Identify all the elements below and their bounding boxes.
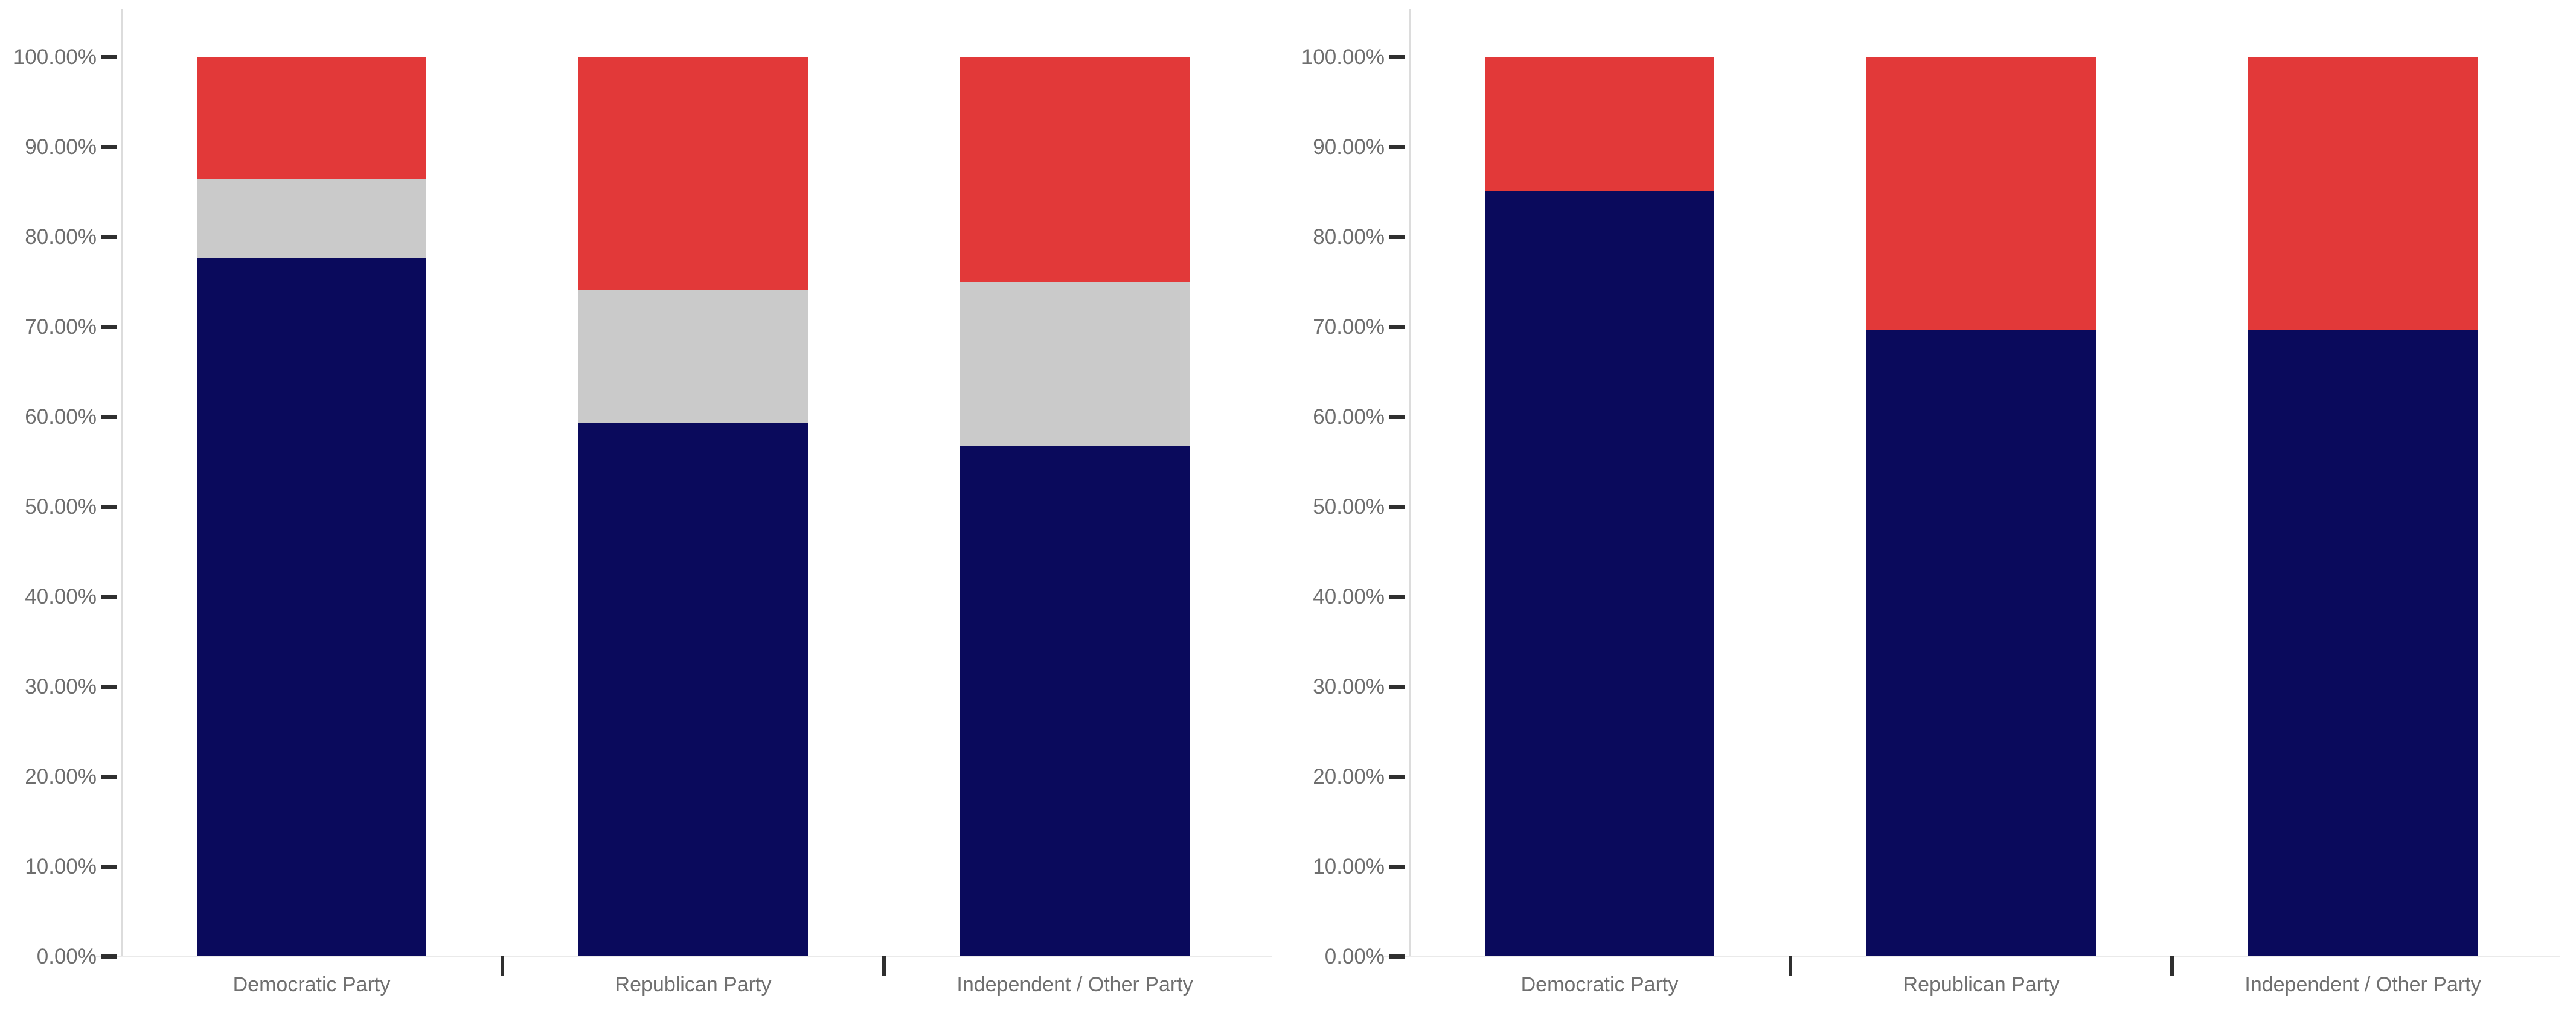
y-axis-tick-mark	[1389, 55, 1405, 59]
y-axis-tick-label: 20.00%	[1313, 765, 1385, 788]
y-axis-tick-label: 30.00%	[25, 675, 97, 698]
y-axis-tick-label: 0.00%	[36, 945, 97, 968]
x-axis-tick-mark	[1789, 956, 1792, 976]
stacked-bar-chart-left: 0.00% 10.00% 20.00% 30.00% 40.00% 50.00% 60.00…	[13, 9, 1272, 996]
red-segment[interactable]	[1485, 57, 1714, 191]
y-axis-tick-mark	[101, 595, 117, 599]
y-axis-tick-label: 60.00%	[25, 405, 97, 429]
y-axis-tick-label: 90.00%	[25, 135, 97, 159]
navy-segment[interactable]	[960, 445, 1190, 956]
y-axis-line	[121, 9, 123, 956]
y-axis-tick-label: 70.00%	[1313, 315, 1385, 339]
stacked-bar-2	[578, 57, 808, 956]
y-axis-tick-label: 100.00%	[1301, 45, 1385, 69]
y-axis-line	[1409, 9, 1411, 956]
y-axis-tick-label: 50.00%	[1313, 495, 1385, 519]
stacked-bar-3	[2248, 57, 2478, 956]
y-axis-tick-mark	[1389, 505, 1405, 509]
x-axis-baseline	[91, 956, 1272, 957]
y-axis-tick-mark	[1389, 325, 1405, 329]
y-axis-tick-mark	[1389, 595, 1405, 599]
x-axis-tick-mark	[882, 956, 886, 976]
y-axis-tick-label: 80.00%	[25, 225, 97, 249]
y-axis-tick-mark	[101, 145, 117, 149]
y-axis-tick-mark	[1389, 775, 1405, 779]
stacked-bar-2	[1866, 57, 2096, 956]
red-segment[interactable]	[960, 57, 1190, 282]
navy-segment[interactable]	[2248, 330, 2478, 956]
red-segment[interactable]	[578, 57, 808, 291]
y-axis-tick-label: 70.00%	[25, 315, 97, 339]
y-axis-tick-mark	[101, 325, 117, 329]
x-axis-baseline	[1379, 956, 2560, 957]
y-axis-tick-label: 10.00%	[25, 855, 97, 878]
gray-segment[interactable]	[578, 290, 808, 423]
category-label: Democratic Party	[1520, 973, 1679, 996]
stacked-bar-3	[960, 57, 1190, 956]
red-segment[interactable]	[197, 57, 426, 179]
navy-segment[interactable]	[1866, 330, 2096, 956]
navy-segment[interactable]	[197, 258, 426, 956]
stacked-bar-1	[197, 57, 426, 956]
y-axis-tick-mark	[1389, 685, 1405, 689]
y-axis-tick-label: 40.00%	[25, 585, 97, 609]
red-segment[interactable]	[1866, 57, 2096, 330]
navy-segment[interactable]	[1485, 191, 1714, 956]
y-axis-tick-label: 40.00%	[1313, 585, 1385, 609]
y-axis-tick-label: 100.00%	[13, 45, 97, 69]
y-axis-tick-mark	[101, 954, 117, 959]
y-axis-tick-mark	[101, 235, 117, 239]
y-axis-tick-label: 20.00%	[25, 765, 97, 788]
y-axis-tick-label: 30.00%	[1313, 675, 1385, 698]
gray-segment[interactable]	[960, 281, 1190, 446]
x-axis-tick-mark	[2170, 956, 2174, 976]
y-axis-tick-mark	[1389, 415, 1405, 419]
y-axis-tick-mark	[101, 505, 117, 509]
red-segment[interactable]	[2248, 57, 2478, 330]
y-axis-tick-mark	[1389, 235, 1405, 239]
y-axis-tick-label: 90.00%	[1313, 135, 1385, 159]
category-label: Independent / Other Party	[956, 973, 1193, 996]
category-label: Independent / Other Party	[2244, 973, 2481, 996]
y-axis-tick-mark	[1389, 145, 1405, 149]
category-label: Republican Party	[615, 973, 772, 996]
y-axis-tick-label: 80.00%	[1313, 225, 1385, 249]
y-axis-tick-mark	[101, 775, 117, 779]
category-label: Democratic Party	[232, 973, 391, 996]
y-axis-tick-mark	[101, 685, 117, 689]
gray-segment[interactable]	[197, 179, 426, 258]
y-axis-tick-label: 60.00%	[1313, 405, 1385, 429]
stacked-bar-chart-right: 0.00% 10.00% 20.00% 30.00% 40.00% 50.00% 60.00…	[1288, 0, 2576, 1010]
y-axis-tick-mark	[101, 415, 117, 419]
y-axis-tick-label: 50.00%	[25, 495, 97, 519]
navy-segment[interactable]	[578, 423, 808, 956]
y-axis-tick-mark	[1389, 954, 1405, 959]
category-label: Republican Party	[1903, 973, 2060, 996]
y-axis-tick-label: 0.00%	[1324, 945, 1385, 968]
x-axis-tick-mark	[501, 956, 504, 976]
y-axis-tick-label: 10.00%	[1313, 855, 1385, 878]
stacked-bar-1	[1485, 57, 1714, 956]
y-axis-tick-mark	[101, 865, 117, 869]
y-axis-tick-mark	[101, 55, 117, 59]
y-axis-tick-mark	[1389, 865, 1405, 869]
